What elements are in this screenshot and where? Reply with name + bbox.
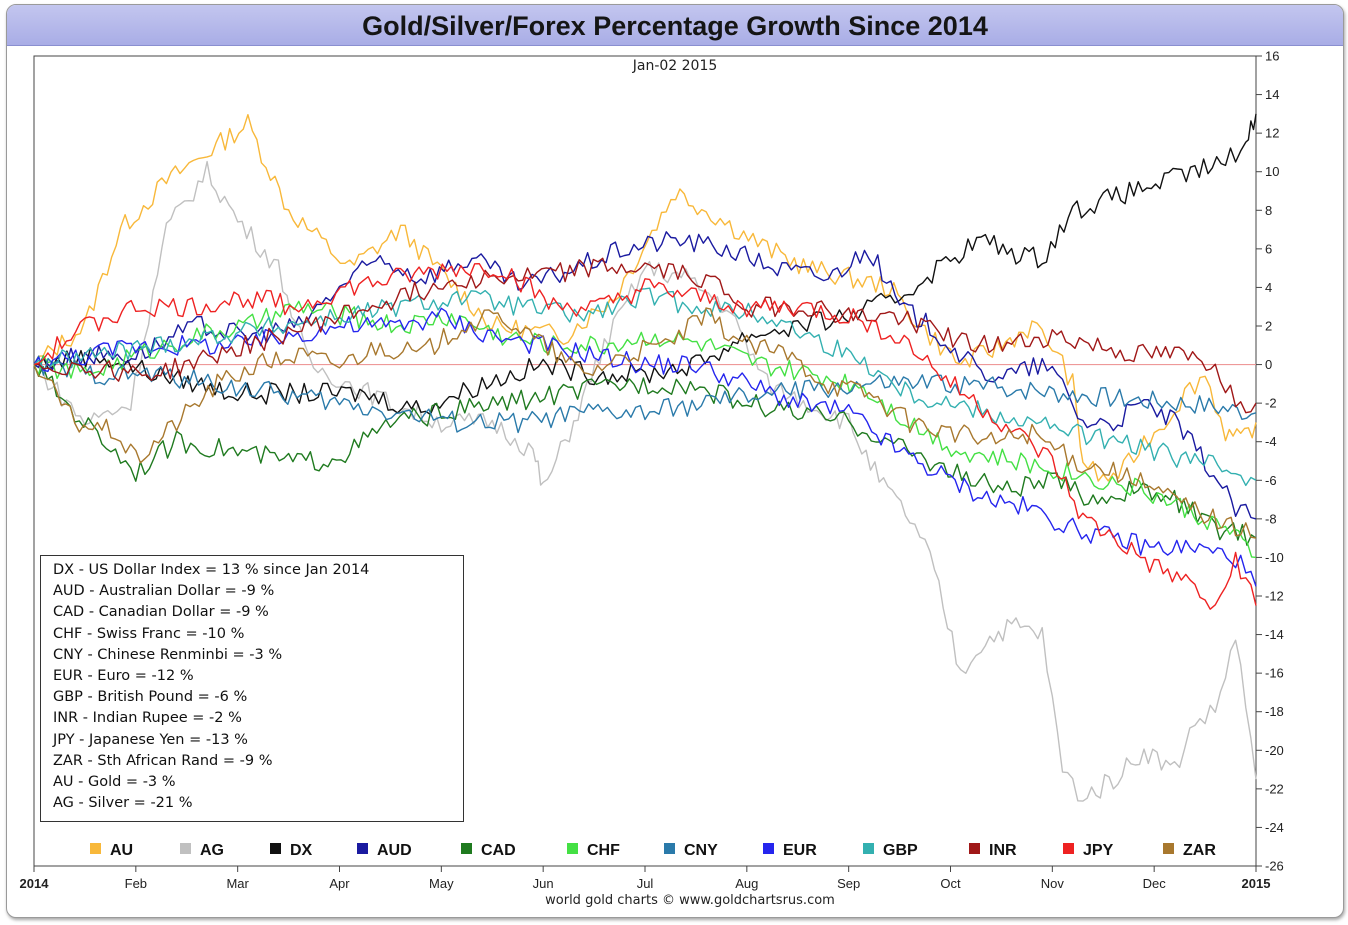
legend-line: JPY - Japanese Yen = -13 % — [53, 731, 248, 748]
y-tick-label: 10 — [1265, 164, 1279, 179]
series-line-cny — [33, 355, 1257, 434]
y-tick-label: 6 — [1265, 241, 1272, 256]
legend-line: CNY - Chinese Renminbi = -3 % — [53, 646, 283, 663]
x-tick-label: 2014 — [20, 876, 50, 891]
x-tick-label: Mar — [226, 876, 249, 891]
key-swatch — [969, 843, 980, 854]
legend-line: GBP - British Pound = -6 % — [53, 689, 248, 706]
x-tick-label: Oct — [940, 876, 961, 891]
key-swatch — [90, 843, 101, 854]
legend-box: DX - US Dollar Index = 13 % since Jan 20… — [40, 555, 464, 822]
x-tick-label: 2015 — [1242, 876, 1271, 891]
key-label: EUR — [783, 842, 817, 859]
series-line-inr — [33, 257, 1257, 414]
y-tick-label: 14 — [1265, 87, 1279, 102]
key-label: CNY — [684, 842, 718, 859]
key-label: AUD — [377, 842, 412, 859]
key-swatch — [863, 843, 874, 854]
legend-line: AG - Silver = -21 % — [53, 795, 193, 812]
key-item-gbp: GBP — [863, 842, 918, 860]
series-key: AU AG DX AUD CAD CHF CNY EUR GBP INR JPY ZAR — [80, 842, 1250, 864]
key-item-jpy: JPY — [1063, 842, 1113, 860]
series-line-zar — [33, 307, 1257, 539]
key-item-inr: INR — [969, 842, 1017, 860]
key-label: DX — [290, 842, 313, 859]
x-tick-label: Apr — [329, 876, 350, 891]
x-tick-label: Aug — [735, 876, 758, 891]
y-tick-label: -6 — [1265, 473, 1277, 488]
key-label: AG — [200, 842, 224, 859]
key-item-aud: AUD — [357, 842, 412, 860]
key-label: ZAR — [1183, 842, 1216, 859]
legend-line: EUR - Euro = -12 % — [53, 668, 194, 684]
key-swatch — [1163, 843, 1174, 854]
series-line-eur — [33, 307, 1257, 587]
key-label: CAD — [481, 842, 516, 859]
y-tick-label: -8 — [1265, 511, 1277, 526]
y-tick-label: -18 — [1265, 704, 1284, 719]
y-tick-label: -12 — [1265, 589, 1284, 604]
series-line-au — [33, 113, 1257, 482]
y-tick-label: -16 — [1265, 666, 1284, 681]
key-swatch — [461, 843, 472, 854]
y-tick-label: -2 — [1265, 396, 1277, 411]
y-tick-label: -20 — [1265, 743, 1284, 758]
key-label: JPY — [1083, 842, 1114, 859]
legend-line: DX - US Dollar Index = 13 % since Jan 20… — [53, 562, 370, 578]
y-tick-label: -22 — [1265, 781, 1284, 796]
y-tick-label: 8 — [1265, 203, 1272, 218]
y-tick-label: -14 — [1265, 627, 1284, 642]
legend-line: CHF - Swiss Franc = -10 % — [53, 625, 245, 642]
series-line-cad — [33, 364, 1257, 546]
key-item-dx: DX — [270, 842, 312, 860]
y-tick-label: -10 — [1265, 550, 1284, 565]
key-item-zar: ZAR — [1163, 842, 1216, 860]
series-line-ag — [33, 160, 1257, 802]
key-item-chf: CHF — [567, 842, 620, 860]
y-tick-label: 0 — [1265, 357, 1272, 372]
key-swatch — [270, 843, 281, 854]
legend-line: CAD - Canadian Dollar = -9 % — [53, 604, 269, 621]
chart-title: Gold/Silver/Forex Percentage Growth Sinc… — [362, 11, 988, 41]
y-tick-label: 16 — [1265, 49, 1279, 64]
key-label: AU — [110, 842, 134, 859]
series-line-dx — [34, 113, 1257, 416]
series-line-jpy — [33, 263, 1257, 610]
x-tick-label: Feb — [125, 876, 147, 891]
y-tick-label: -26 — [1265, 859, 1284, 874]
x-tick-label: Nov — [1041, 876, 1065, 891]
key-item-au: AU — [90, 842, 133, 860]
x-tick-label: Jun — [533, 876, 554, 891]
key-item-cad: CAD — [461, 842, 516, 860]
key-swatch — [357, 843, 368, 854]
legend-line: INR - Indian Rupee = -2 % — [53, 710, 242, 727]
legend-line: AU - Gold = -3 % — [53, 774, 176, 790]
date-label: Jan-02 2015 — [632, 58, 718, 74]
x-tick-label: Sep — [837, 876, 860, 891]
x-tick-label: Jul — [637, 876, 654, 891]
key-swatch — [763, 843, 774, 854]
y-tick-label: 2 — [1265, 319, 1272, 334]
key-label: CHF — [587, 842, 620, 859]
key-swatch — [664, 843, 675, 854]
key-label: INR — [989, 842, 1017, 859]
key-swatch — [180, 843, 191, 854]
x-tick-label: Dec — [1143, 876, 1167, 891]
y-tick-label: -4 — [1265, 434, 1277, 449]
y-tick-label: 4 — [1265, 280, 1272, 295]
x-tick-label: May — [429, 876, 454, 891]
credit-text: world gold charts © www.goldchartsrus.co… — [545, 893, 835, 908]
legend-line: ZAR - Sth African Rand = -9 % — [53, 752, 273, 769]
title-bar: Gold/Silver/Forex Percentage Growth Sinc… — [7, 5, 1343, 46]
legend-line: AUD - Australian Dollar = -9 % — [53, 583, 275, 600]
key-swatch — [567, 843, 578, 854]
key-label: GBP — [883, 842, 918, 859]
y-tick-label: 12 — [1265, 126, 1279, 141]
series-line-gbp — [33, 287, 1257, 487]
key-item-cny: CNY — [664, 842, 718, 860]
key-item-eur: EUR — [763, 842, 817, 860]
y-tick-label: -24 — [1265, 820, 1284, 835]
key-swatch — [1063, 843, 1074, 854]
key-item-ag: AG — [180, 842, 224, 860]
